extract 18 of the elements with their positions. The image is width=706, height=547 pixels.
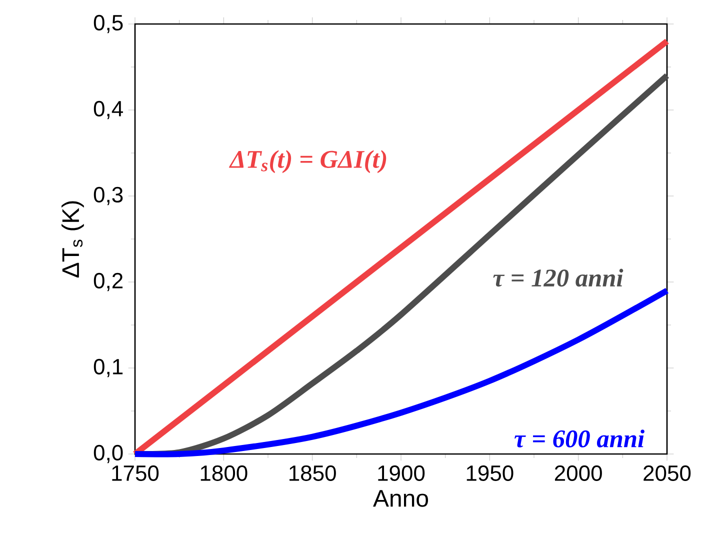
y-tick-label: 0,1 [94, 358, 123, 378]
y-tick-label: 0,0 [94, 444, 123, 464]
y-tick-label: 0,2 [94, 272, 123, 292]
y-tick-label: 0,4 [94, 100, 123, 120]
x-tick-label: 1850 [290, 465, 336, 481]
x-tick-label: 1800 [200, 465, 248, 481]
text: ΔT$_{s}$(t) = GΔI(t) [229, 150, 386, 174]
x-tick-label: 1950 [466, 465, 514, 481]
y-tick-label: 0,3 [94, 186, 123, 206]
x-tick-label: 2050 [644, 465, 691, 481]
x-tick-label: 1750 [112, 465, 159, 481]
x-tick-label: 1900 [378, 465, 425, 481]
y-tick-label: 0,5 [94, 14, 123, 34]
x-tick-label: 2000 [554, 465, 602, 481]
text: τ = 600 anni [514, 430, 644, 448]
y-axis-title: ΔT$_{s}$ (K) [62, 201, 84, 278]
series-label: τ = 120 anni [493, 268, 624, 287]
x-axis-title: Anno [373, 490, 428, 507]
